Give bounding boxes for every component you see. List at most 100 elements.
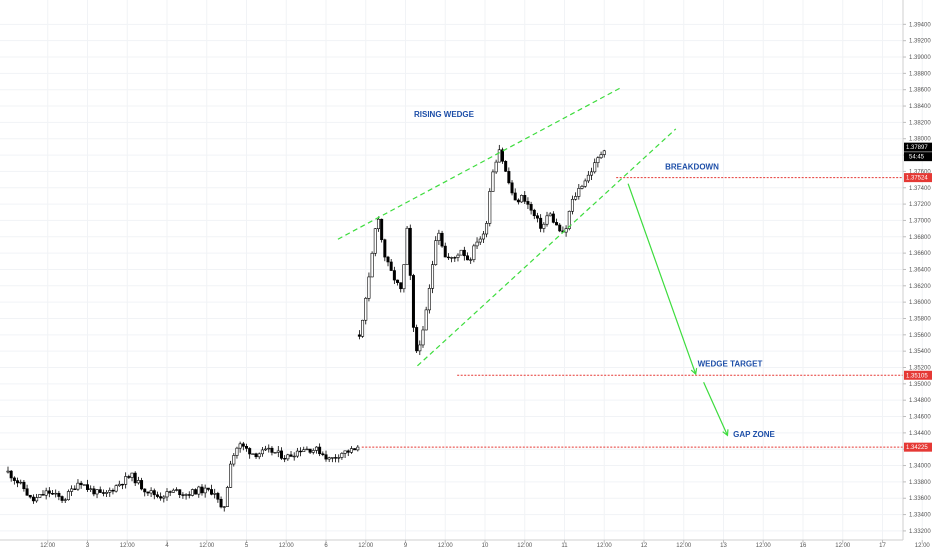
candle <box>516 198 520 205</box>
candle <box>542 222 546 233</box>
x-tick-label: 6 <box>324 543 328 549</box>
candle <box>254 452 258 460</box>
candle-body <box>82 484 86 486</box>
candle-body <box>95 489 99 495</box>
candle-body <box>86 484 90 490</box>
candle-body <box>551 213 555 223</box>
candle <box>357 330 361 340</box>
candle <box>92 485 96 497</box>
candle <box>548 212 552 217</box>
candle <box>66 489 70 501</box>
candle-body <box>466 255 470 261</box>
candle <box>337 454 341 463</box>
current-price-label: 1.37897 <box>906 145 928 151</box>
candle <box>127 474 131 480</box>
y-tick-label: 1.33200 <box>909 529 931 535</box>
candle-body <box>248 448 252 455</box>
candle-body <box>327 457 331 460</box>
candle-body <box>178 489 182 496</box>
candle-body <box>245 445 249 449</box>
y-tick-label: 1.33800 <box>909 480 931 486</box>
candle <box>187 491 191 499</box>
candle-body <box>453 257 457 259</box>
candle-body <box>283 458 287 460</box>
candle-body <box>529 204 533 211</box>
candle-body <box>171 489 175 493</box>
candle-body <box>146 491 150 494</box>
time-axis[interactable]: 12:00 3 12:00 4 12:00 5 12:00 6 12:00 9 12:00 10 12:… <box>40 540 930 549</box>
candle <box>63 497 67 503</box>
candle-body <box>485 223 489 235</box>
breakdown-price-tag <box>904 173 932 183</box>
candle <box>396 279 400 286</box>
candle-body <box>98 489 102 493</box>
candle <box>510 180 514 196</box>
candle <box>299 447 303 457</box>
candle-body <box>523 195 527 202</box>
candle-body <box>386 256 390 263</box>
candle-body <box>254 453 258 458</box>
candle-body <box>19 481 23 484</box>
candle <box>532 208 536 220</box>
arrow-shaft <box>627 183 697 375</box>
candle-body <box>273 452 277 454</box>
candle <box>586 170 590 184</box>
candle-body <box>399 282 403 290</box>
y-tick-label: 1.39400 <box>909 22 931 28</box>
candle-body <box>462 249 466 257</box>
candle <box>219 496 223 509</box>
candle <box>408 224 412 281</box>
candle <box>399 282 403 293</box>
candle <box>402 264 406 293</box>
candle <box>500 147 504 164</box>
candle <box>580 184 584 190</box>
candle-body <box>225 487 229 507</box>
candle <box>478 236 482 246</box>
candle-body <box>194 489 198 495</box>
candle-body <box>127 476 131 478</box>
candle <box>248 447 252 459</box>
candle <box>76 479 80 491</box>
x-tick-label: 12:00 <box>517 543 533 549</box>
candle-body <box>513 192 517 201</box>
candle <box>98 486 102 493</box>
candle-body <box>181 494 185 496</box>
candle <box>494 159 498 174</box>
candle <box>283 455 287 463</box>
candle-body <box>411 275 415 328</box>
y-tick-label: 1.35000 <box>909 382 931 388</box>
candle-body <box>392 270 396 281</box>
candle-body <box>507 171 511 184</box>
x-tick-label: 9 <box>404 543 408 549</box>
candle <box>367 272 371 302</box>
x-tick-label: 12:00 <box>358 543 374 549</box>
candle-body <box>159 496 163 499</box>
candle <box>130 472 134 482</box>
candle-body <box>70 488 74 492</box>
candle-body <box>92 488 96 495</box>
candle <box>535 212 539 223</box>
candle-body <box>497 149 501 163</box>
candle <box>491 169 495 192</box>
candle <box>376 216 380 232</box>
wedge-upper-line <box>337 87 621 240</box>
price-axis[interactable]: 1.39400 1.39200 1.39000 1.38800 1.38600 1.384… <box>903 22 931 535</box>
candle-body <box>28 494 32 498</box>
candle <box>168 490 172 497</box>
candle <box>321 451 325 457</box>
wedge-target-price-tag <box>904 370 932 380</box>
candle <box>108 487 112 497</box>
candle <box>194 488 198 495</box>
candle <box>389 258 393 271</box>
candle-body <box>63 499 67 501</box>
candle <box>577 184 581 200</box>
candle-body <box>532 209 536 217</box>
x-tick-label: 4 <box>165 543 169 549</box>
candle-body <box>349 448 353 453</box>
y-tick-label: 1.37400 <box>909 186 931 192</box>
y-tick-label: 1.36400 <box>909 267 931 273</box>
candle <box>421 326 425 348</box>
candle-body <box>311 450 315 453</box>
candle <box>558 223 562 233</box>
